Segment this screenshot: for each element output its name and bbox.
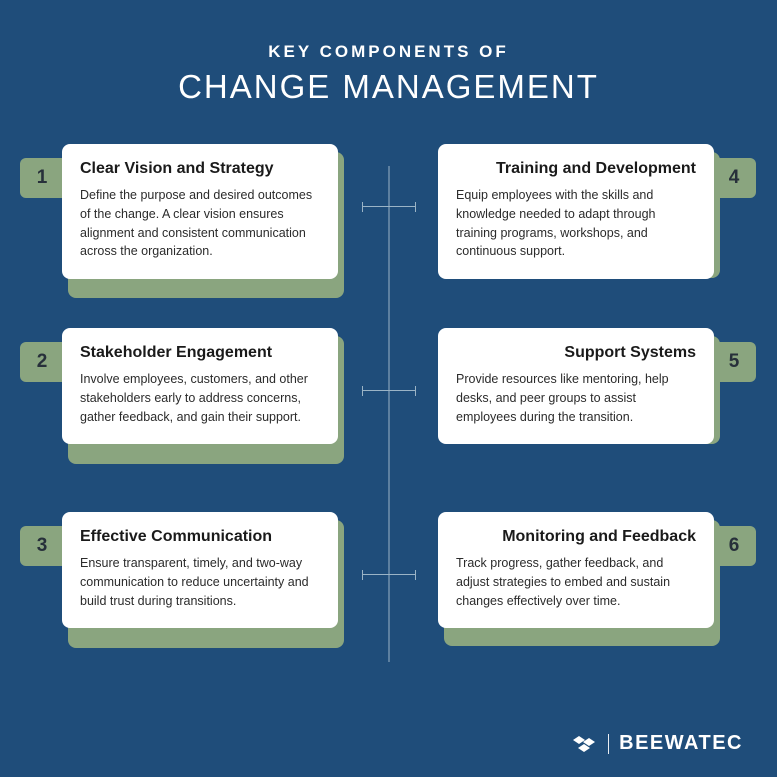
card-number: 6 — [729, 535, 740, 557]
card-number: 3 — [37, 535, 48, 557]
card-body: Involve employees, customers, and other … — [80, 370, 320, 426]
component-card: Clear Vision and Strategy Define the pur… — [62, 144, 338, 279]
card-number-tab: 1 — [20, 158, 64, 198]
footer: BEEWATEC — [572, 732, 743, 755]
page-subtitle: KEY COMPONENTS OF — [0, 42, 777, 62]
card-number: 2 — [37, 351, 48, 373]
brand-logo-icon — [572, 734, 598, 754]
component-card: Support Systems Provide resources like m… — [438, 328, 714, 444]
page-title: CHANGE MANAGEMENT — [0, 68, 777, 106]
card-title: Monitoring and Feedback — [456, 528, 696, 546]
component-card: Monitoring and Feedback Track progress, … — [438, 512, 714, 628]
card-number-tab: 3 — [20, 526, 64, 566]
card-number-tab: 2 — [20, 342, 64, 382]
card-title: Support Systems — [456, 344, 696, 362]
card-body: Ensure transparent, timely, and two-way … — [80, 554, 320, 610]
card-body: Equip employees with the skills and know… — [456, 186, 696, 261]
card-title: Effective Communication — [80, 528, 320, 546]
card-body: Track progress, gather feedback, and adj… — [456, 554, 696, 610]
timeline-tick — [362, 206, 416, 207]
card-title: Clear Vision and Strategy — [80, 160, 320, 178]
card-number: 1 — [37, 167, 48, 189]
card-number: 5 — [729, 351, 740, 373]
timeline-spine — [388, 166, 389, 662]
component-card: Effective Communication Ensure transpare… — [62, 512, 338, 628]
timeline-tick — [362, 390, 416, 391]
brand-name: BEEWATEC — [619, 732, 743, 755]
card-body: Define the purpose and desired outcomes … — [80, 186, 320, 261]
card-body: Provide resources like mentoring, help d… — [456, 370, 696, 426]
header: KEY COMPONENTS OF CHANGE MANAGEMENT — [0, 0, 777, 106]
card-title: Training and Development — [456, 160, 696, 178]
card-number: 4 — [729, 167, 740, 189]
diagram-area: 1 Clear Vision and Strategy Define the p… — [0, 144, 777, 684]
footer-divider — [608, 734, 609, 754]
component-card: Training and Development Equip employees… — [438, 144, 714, 279]
timeline-tick — [362, 574, 416, 575]
card-title: Stakeholder Engagement — [80, 344, 320, 362]
component-card: Stakeholder Engagement Involve employees… — [62, 328, 338, 444]
